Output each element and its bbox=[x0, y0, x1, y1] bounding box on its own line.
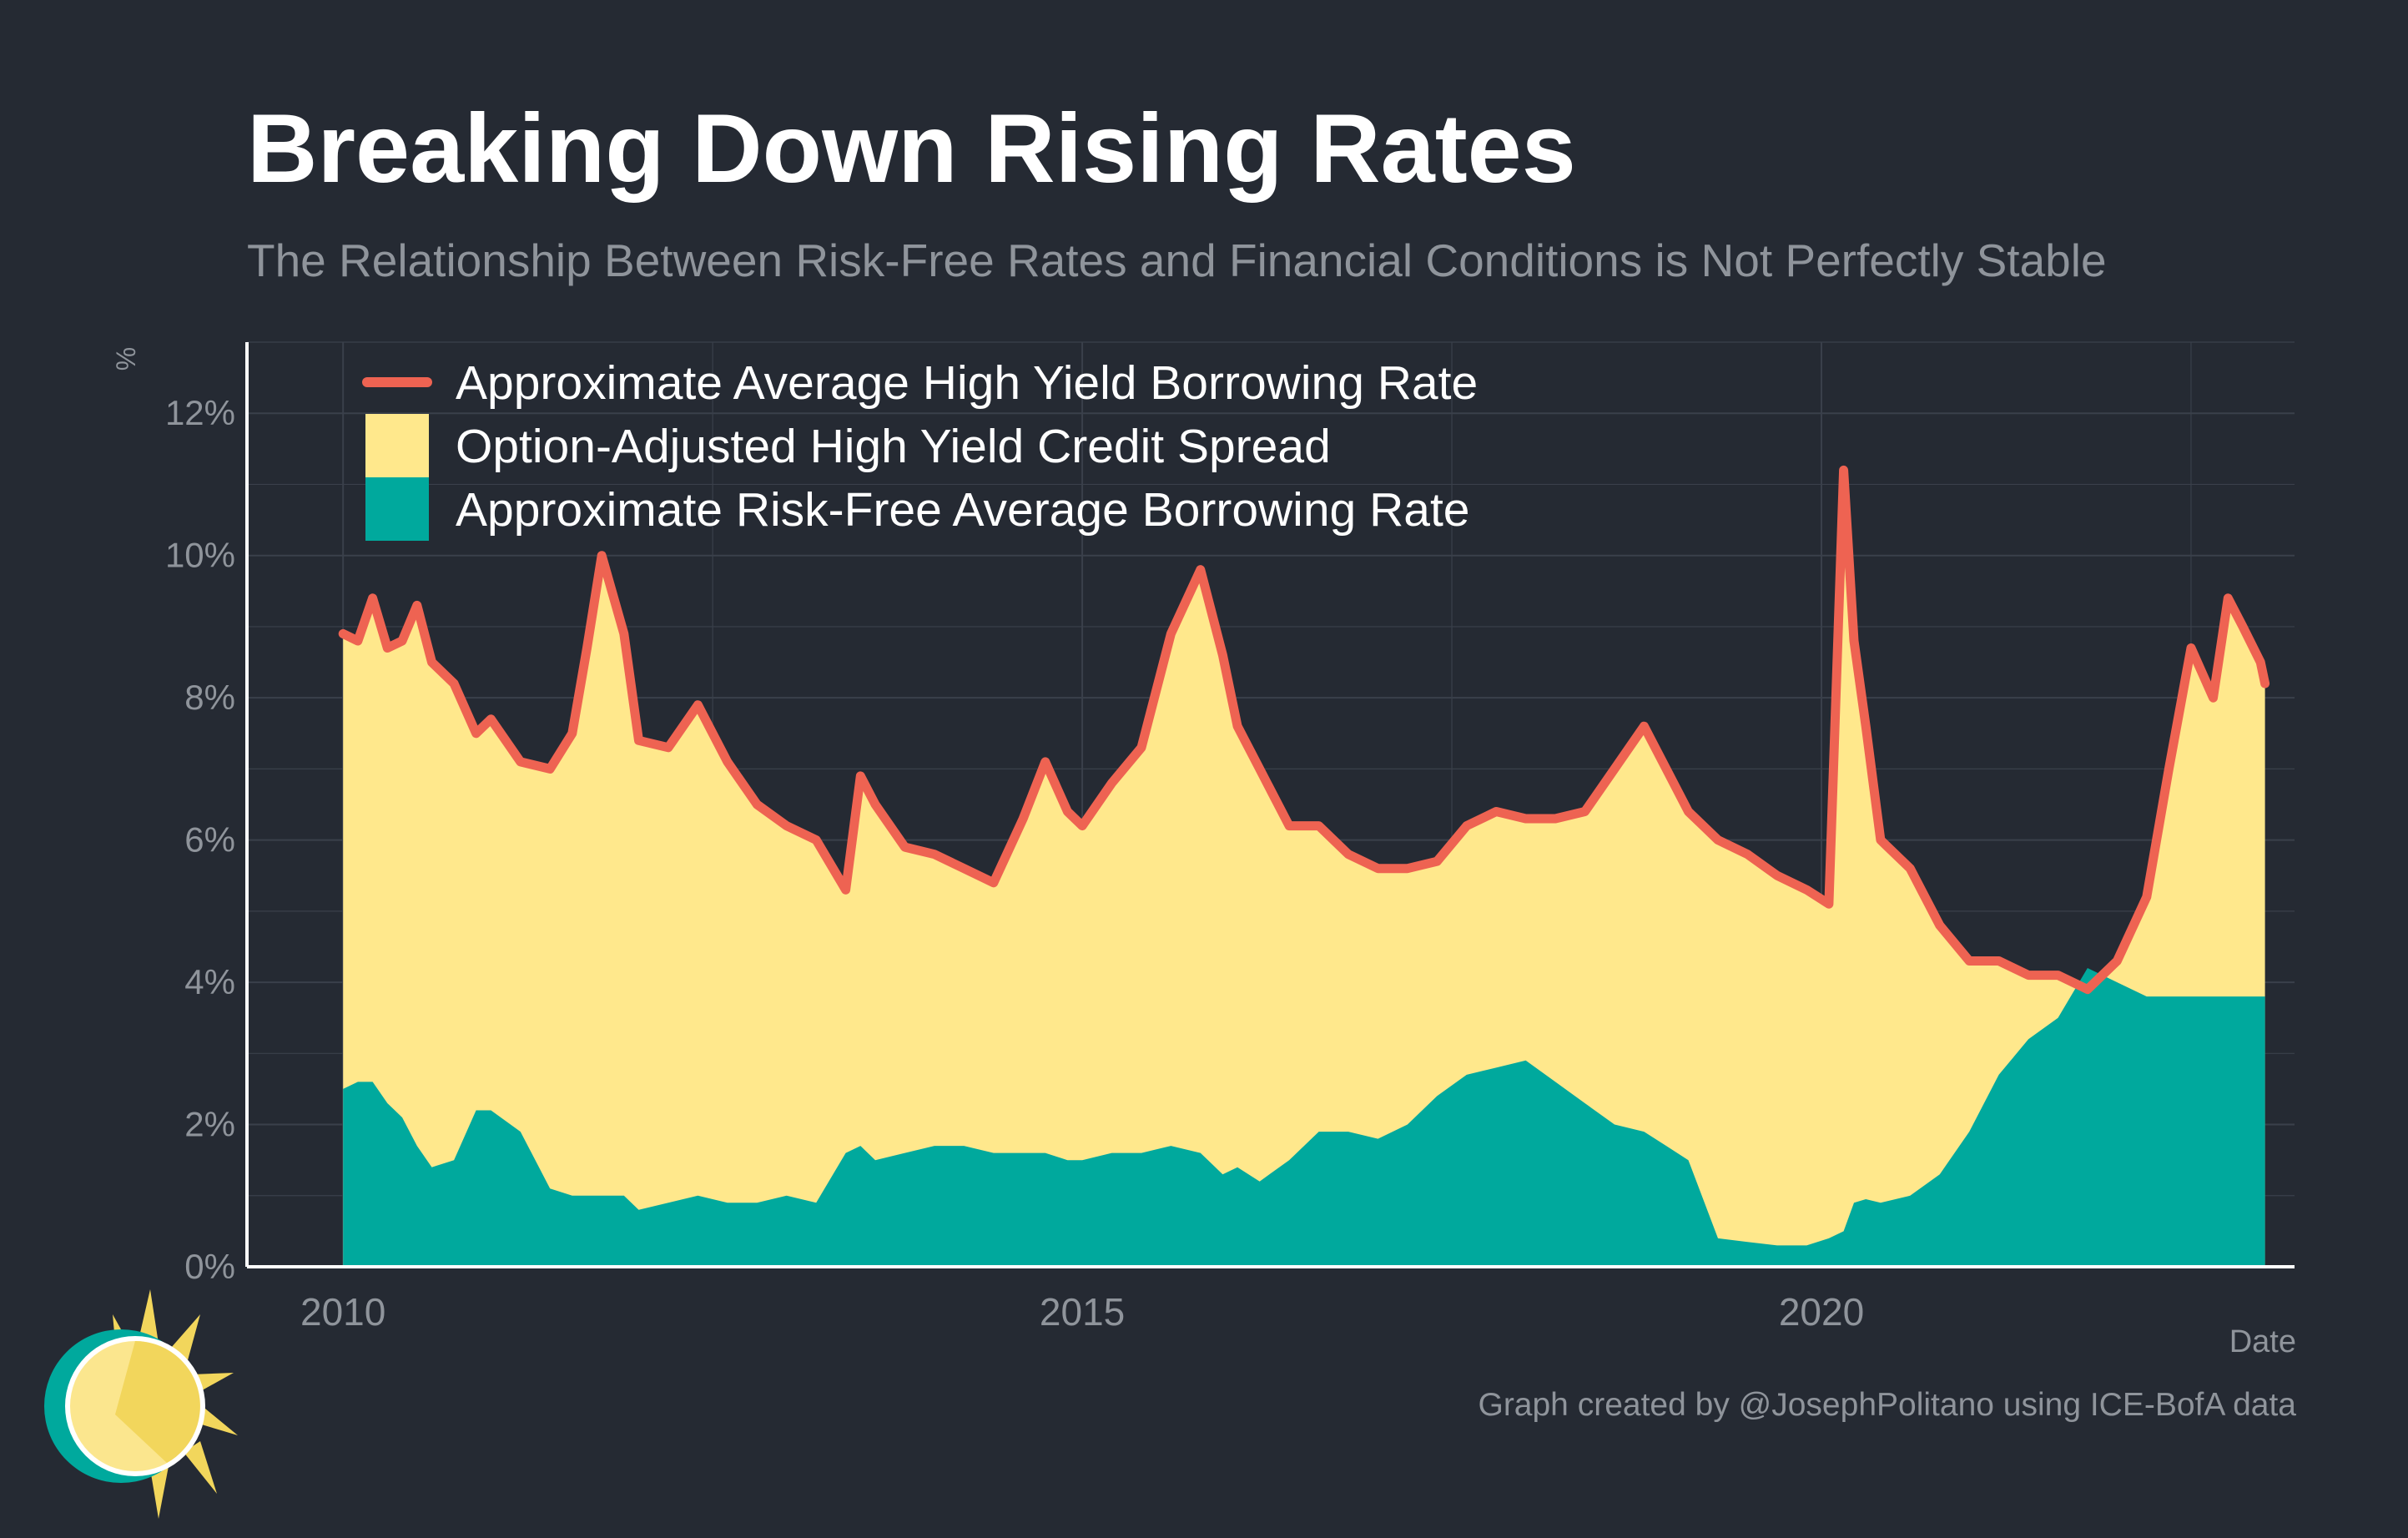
chart-title: Breaking Down Rising Rates bbox=[247, 93, 1576, 203]
high-yield-rate-line bbox=[338, 465, 2270, 995]
source-caption: Graph created by @JosephPolitano using I… bbox=[1478, 1387, 2296, 1423]
legend-swatch-fill bbox=[365, 477, 429, 541]
legend-label: Option-Adjusted High Yield Credit Spread bbox=[456, 420, 1331, 473]
y-tick-label: 0% bbox=[184, 1247, 235, 1286]
y-tick-label: 8% bbox=[184, 678, 235, 717]
legend-label: Approximate Risk-Free Average Borrowing … bbox=[456, 483, 1469, 537]
credit-spread-area bbox=[343, 470, 2265, 1267]
y-tick-label: 2% bbox=[184, 1105, 235, 1144]
y-axis-label: % bbox=[111, 347, 141, 371]
x-axis-label: Date bbox=[2229, 1324, 2296, 1359]
y-tick-label: 12% bbox=[165, 393, 235, 432]
chart-subtitle: The Relationship Between Risk-Free Rates… bbox=[247, 234, 2107, 286]
legend-swatch-fill bbox=[365, 414, 429, 477]
legend-label: Approximate Average High Yield Borrowing… bbox=[456, 356, 1478, 410]
x-tick-label: 2010 bbox=[300, 1290, 385, 1334]
x-tick-label: 2015 bbox=[1040, 1290, 1125, 1334]
sun-logo-icon bbox=[44, 1289, 238, 1519]
y-tick-label: 6% bbox=[184, 820, 235, 860]
y-tick-label: 4% bbox=[184, 962, 235, 1001]
risk-free-rate-area bbox=[343, 968, 2265, 1267]
y-tick-label: 10% bbox=[165, 536, 235, 575]
x-tick-label: 2020 bbox=[1779, 1290, 1864, 1334]
